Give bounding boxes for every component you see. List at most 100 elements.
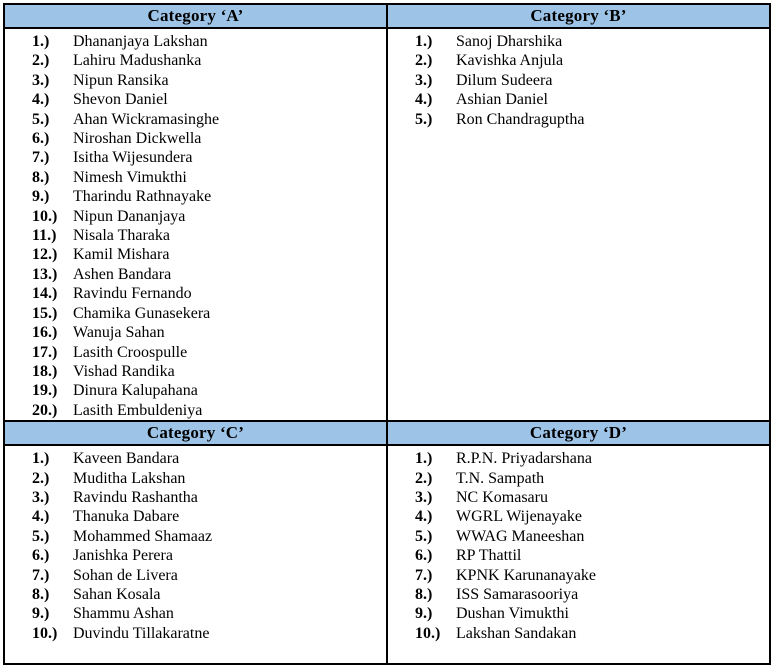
item-number: 15.) [32, 304, 58, 322]
item-name: Nipun Dananjaya [73, 207, 186, 225]
item-name: Shammu Ashan [73, 605, 174, 623]
list-item: 10.) Lakshan Sandakan [388, 624, 769, 643]
item-number: 6.) [32, 130, 50, 148]
item-name: Nipun Ransika [73, 71, 169, 89]
item-number: 10.) [32, 624, 58, 642]
item-number: 5.) [415, 527, 433, 545]
list-item: 8.) Nimesh Vimukthi [5, 168, 386, 187]
item-number: 4.) [32, 91, 50, 109]
item-number: 3.) [32, 71, 50, 89]
item-number: 11.) [32, 227, 57, 245]
item-number: 16.) [32, 324, 58, 342]
item-name: Lasith Croospulle [73, 343, 188, 361]
item-number: 9.) [32, 188, 50, 206]
item-number: 4.) [415, 508, 433, 526]
item-name: Nisala Tharaka [73, 227, 170, 245]
item-name: NC Komasaru [456, 488, 548, 506]
list-item: 4.) Ashian Daniel [388, 90, 769, 109]
category-a-list: 1.) Dhananjaya Lakshan 2.) Lahiru Madushank… [5, 32, 386, 420]
item-number: 9.) [32, 605, 50, 623]
list-item: 5.) Ahan Wickramasinghe [5, 110, 386, 129]
item-name: T.N. Sampath [456, 469, 545, 487]
list-item: 15.) Chamika Gunasekera [5, 304, 386, 323]
item-name: Janishka Perera [73, 547, 173, 565]
list-item: 5.) Mohammed Shamaaz [5, 527, 386, 546]
item-number: 7.) [32, 149, 50, 167]
list-item: 2.) T.N. Sampath [388, 469, 769, 488]
item-name: Nimesh Vimukthi [73, 168, 187, 186]
list-item: 1.) Sanoj Dharshika [388, 32, 769, 51]
item-number: 5.) [32, 527, 50, 545]
list-item: 10.) Duvindu Tillakaratne [5, 624, 386, 643]
item-number: 14.) [32, 285, 58, 303]
item-name: Dushan Vimukthi [456, 605, 569, 623]
category-b-list: 1.) Sanoj Dharshika 2.) Kavishka Anjula 3.) D… [388, 32, 769, 129]
item-number: 17.) [32, 343, 58, 361]
item-name: Duvindu Tillakaratne [73, 624, 210, 642]
list-item: 1.) Kaveen Bandara [5, 449, 386, 468]
category-c-cell: 1.) Kaveen Bandara 2.) Muditha Lakshan 3.) Ra… [3, 444, 388, 666]
item-number: 19.) [32, 382, 58, 400]
item-number: 7.) [32, 566, 50, 584]
item-number: 2.) [32, 52, 50, 70]
item-name: Wanuja Sahan [73, 324, 165, 342]
item-number: 10.) [32, 207, 58, 225]
list-item: 4.) WGRL Wijenayake [388, 507, 769, 526]
item-name: Kaveen Bandara [73, 450, 180, 468]
list-item: 6.) RP Thattil [388, 546, 769, 565]
item-number: 9.) [415, 605, 433, 623]
list-item: 5.) Ron Chandraguptha [388, 110, 769, 129]
category-a-cell: 1.) Dhananjaya Lakshan 2.) Lahiru Madushank… [3, 26, 388, 423]
category-c-header: Category ‘C’ [3, 420, 388, 447]
item-number: 1.) [415, 450, 433, 468]
item-name: Tharindu Rathnayake [73, 188, 212, 206]
list-item: 3.) Nipun Ransika [5, 71, 386, 90]
list-item: 2.) Kavishka Anjula [388, 51, 769, 70]
item-number: 10.) [415, 624, 441, 642]
item-name: Kavishka Anjula [456, 52, 564, 70]
list-item: 9.) Tharindu Rathnayake [5, 187, 386, 206]
item-number: 13.) [32, 265, 58, 283]
item-name: Vishad Randika [73, 362, 175, 380]
item-name: Ashen Bandara [73, 265, 172, 283]
list-item: 1.) R.P.N. Priyadarshana [388, 449, 769, 468]
item-name: WGRL Wijenayake [456, 508, 582, 526]
list-item: 3.) NC Komasaru [388, 488, 769, 507]
list-item: 8.) ISS Samarasooriya [388, 585, 769, 604]
list-item: 3.) Ravindu Rashantha [5, 488, 386, 507]
item-name: Thanuka Dabare [73, 508, 180, 526]
category-table: Category ‘A’ Category ‘B’ 1.) Dhananjaya … [3, 3, 771, 666]
list-item: 11.) Nisala Tharaka [5, 226, 386, 245]
item-number: 2.) [415, 52, 433, 70]
list-item: 6.) Janishka Perera [5, 546, 386, 565]
list-item: 1.) Dhananjaya Lakshan [5, 32, 386, 51]
item-number: 8.) [32, 585, 50, 603]
item-name: Muditha Lakshan [73, 469, 186, 487]
list-item: 17.) Lasith Croospulle [5, 343, 386, 362]
item-name: Lasith Embuldeniya [73, 401, 203, 419]
item-number: 4.) [415, 91, 433, 109]
item-name: RP Thattil [456, 547, 522, 565]
list-item: 7.) Isitha Wijesundera [5, 148, 386, 167]
header-row-top: Category ‘A’ Category ‘B’ [3, 3, 771, 29]
item-name: Ron Chandraguptha [456, 110, 585, 128]
item-name: Isitha Wijesundera [73, 149, 193, 167]
item-number: 8.) [32, 168, 50, 186]
item-name: KPNK Karunanayake [456, 566, 596, 584]
body-row-top: 1.) Dhananjaya Lakshan 2.) Lahiru Madushank… [3, 26, 771, 423]
category-b-header: Category ‘B’ [386, 3, 771, 29]
item-name: Sanoj Dharshika [456, 33, 563, 50]
list-item: 5.) WWAG Maneeshan [388, 527, 769, 546]
item-number: 3.) [415, 488, 433, 506]
item-name: Dilum Sudeera [456, 71, 553, 89]
list-item: 3.) Dilum Sudeera [388, 71, 769, 90]
item-name: Shevon Daniel [73, 91, 168, 109]
list-item: 16.) Wanuja Sahan [5, 323, 386, 342]
category-a-header: Category ‘A’ [3, 3, 388, 29]
list-item: 6.) Niroshan Dickwella [5, 129, 386, 148]
list-item: 20.) Lasith Embuldeniya [5, 401, 386, 420]
item-name: Sahan Kosala [73, 585, 161, 603]
item-number: 1.) [32, 33, 50, 50]
item-name: Ahan Wickramasinghe [73, 110, 220, 128]
category-d-list: 1.) R.P.N. Priyadarshana 2.) T.N. Sampath 3.… [388, 449, 769, 643]
